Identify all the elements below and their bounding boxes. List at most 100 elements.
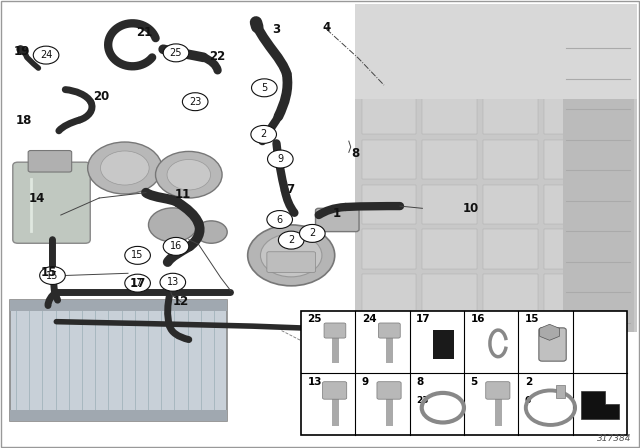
Bar: [544, 274, 598, 314]
Text: 9: 9: [277, 154, 284, 164]
Circle shape: [88, 142, 162, 194]
FancyBboxPatch shape: [316, 208, 359, 232]
Text: 1: 1: [333, 207, 340, 220]
Bar: [422, 140, 477, 179]
Bar: [387, 330, 393, 363]
Bar: [495, 389, 502, 426]
Text: 2: 2: [309, 228, 316, 238]
Text: 18: 18: [15, 114, 32, 128]
Text: 11: 11: [175, 188, 191, 202]
Text: 22: 22: [209, 49, 226, 63]
Circle shape: [163, 44, 189, 62]
Circle shape: [267, 211, 292, 228]
Circle shape: [33, 46, 59, 64]
Circle shape: [156, 151, 222, 198]
FancyBboxPatch shape: [323, 382, 347, 399]
FancyBboxPatch shape: [324, 323, 346, 338]
FancyBboxPatch shape: [13, 162, 90, 243]
Bar: [387, 389, 393, 426]
Bar: [355, 4, 637, 99]
Circle shape: [268, 150, 293, 168]
Text: 24: 24: [40, 50, 52, 60]
Circle shape: [163, 237, 189, 255]
Circle shape: [125, 246, 150, 264]
Text: 2: 2: [525, 377, 532, 387]
FancyBboxPatch shape: [28, 151, 72, 172]
Text: 5: 5: [261, 83, 268, 93]
Bar: [422, 185, 477, 224]
Text: 16: 16: [170, 241, 182, 251]
Bar: [544, 185, 598, 224]
Text: 20: 20: [93, 90, 109, 103]
Text: 15: 15: [41, 266, 58, 279]
Polygon shape: [540, 324, 559, 340]
Bar: [332, 389, 339, 426]
Text: 19: 19: [13, 45, 30, 59]
Text: 25: 25: [307, 314, 322, 324]
Text: 8: 8: [352, 146, 360, 160]
Text: 17: 17: [416, 314, 431, 324]
FancyBboxPatch shape: [486, 382, 510, 399]
Circle shape: [251, 125, 276, 143]
Text: 10: 10: [462, 202, 479, 215]
Bar: [10, 410, 227, 421]
Bar: [563, 4, 634, 332]
Bar: [355, 4, 637, 332]
Text: 2: 2: [260, 129, 267, 139]
Bar: [422, 274, 477, 314]
Bar: [10, 300, 227, 311]
Text: 13: 13: [307, 377, 322, 387]
Circle shape: [252, 79, 277, 97]
FancyBboxPatch shape: [377, 382, 401, 399]
Text: 23: 23: [189, 97, 202, 107]
Bar: [362, 140, 416, 179]
Bar: [544, 95, 598, 134]
Circle shape: [125, 274, 150, 292]
Bar: [483, 140, 538, 179]
Text: 17: 17: [131, 278, 144, 288]
Text: 24: 24: [362, 314, 376, 324]
Bar: [433, 330, 454, 359]
Circle shape: [300, 224, 325, 242]
Bar: [544, 229, 598, 269]
Circle shape: [195, 221, 227, 243]
Text: 21: 21: [136, 26, 152, 39]
Text: 8: 8: [416, 377, 424, 387]
Text: 25: 25: [170, 48, 182, 58]
Text: 16: 16: [470, 314, 485, 324]
Text: 9: 9: [362, 377, 369, 387]
FancyBboxPatch shape: [539, 328, 566, 361]
Circle shape: [100, 151, 149, 185]
Circle shape: [148, 208, 197, 242]
Text: 4: 4: [323, 21, 330, 34]
Bar: [483, 95, 538, 134]
Polygon shape: [581, 392, 619, 419]
Bar: [362, 95, 416, 134]
Text: 317384: 317384: [597, 434, 632, 443]
Bar: [362, 185, 416, 224]
Circle shape: [160, 273, 186, 291]
Text: 6: 6: [276, 215, 283, 224]
Circle shape: [40, 267, 65, 284]
Bar: [422, 50, 477, 90]
Text: 15: 15: [46, 271, 59, 280]
Text: 23: 23: [416, 396, 429, 405]
Text: 7: 7: [286, 182, 294, 196]
Bar: [362, 229, 416, 269]
Circle shape: [248, 225, 335, 286]
Text: 2: 2: [288, 235, 294, 245]
Bar: [10, 300, 227, 421]
Circle shape: [278, 231, 304, 249]
Text: 12: 12: [173, 295, 189, 309]
Bar: [556, 385, 565, 398]
FancyBboxPatch shape: [267, 252, 316, 272]
Text: 3: 3: [273, 22, 280, 36]
Circle shape: [167, 159, 211, 190]
Bar: [544, 50, 598, 90]
Bar: [483, 274, 538, 314]
FancyBboxPatch shape: [378, 323, 400, 338]
Bar: [483, 185, 538, 224]
Circle shape: [260, 234, 322, 277]
Text: 17: 17: [129, 276, 146, 290]
Bar: [422, 95, 477, 134]
